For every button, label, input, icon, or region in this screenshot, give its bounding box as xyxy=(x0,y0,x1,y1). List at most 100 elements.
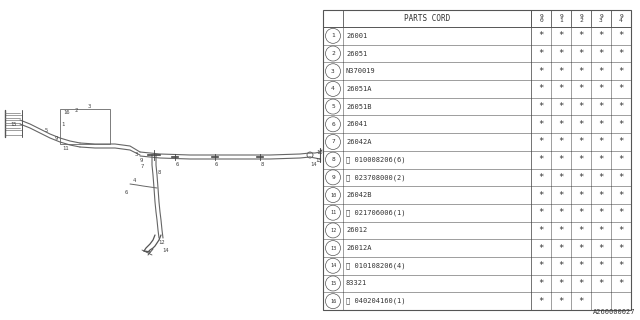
Text: *: * xyxy=(618,49,624,58)
Text: 3: 3 xyxy=(88,105,92,109)
Text: *: * xyxy=(579,155,584,164)
Text: 26051A: 26051A xyxy=(346,86,371,92)
Text: 26012: 26012 xyxy=(346,228,367,233)
Text: *: * xyxy=(558,208,564,217)
Text: *: * xyxy=(579,226,584,235)
Text: 8: 8 xyxy=(158,170,161,174)
Text: 16: 16 xyxy=(330,299,336,304)
Text: 9
3: 9 3 xyxy=(599,13,603,23)
Text: *: * xyxy=(579,49,584,58)
Text: *: * xyxy=(618,226,624,235)
Text: *: * xyxy=(598,279,604,288)
Text: *: * xyxy=(598,244,604,252)
Text: *: * xyxy=(558,138,564,147)
Text: *: * xyxy=(558,120,564,129)
Text: *: * xyxy=(618,190,624,200)
Text: *: * xyxy=(558,279,564,288)
Text: Ⓑ 010008206(6): Ⓑ 010008206(6) xyxy=(346,156,406,163)
Text: 11: 11 xyxy=(62,146,68,150)
Text: 5: 5 xyxy=(331,104,335,109)
Text: 15: 15 xyxy=(10,123,17,127)
Text: 8: 8 xyxy=(331,157,335,162)
Text: *: * xyxy=(558,244,564,252)
Text: *: * xyxy=(598,49,604,58)
Text: *: * xyxy=(538,120,544,129)
Text: Ⓑ 010108206(4): Ⓑ 010108206(4) xyxy=(346,262,406,269)
Text: *: * xyxy=(579,31,584,40)
Text: 4: 4 xyxy=(331,86,335,92)
Text: 83321: 83321 xyxy=(346,280,367,286)
Text: 26042B: 26042B xyxy=(346,192,371,198)
Text: A260000027: A260000027 xyxy=(593,309,635,315)
Text: *: * xyxy=(618,138,624,147)
Text: 10: 10 xyxy=(330,193,336,197)
Text: *: * xyxy=(598,31,604,40)
Text: 26041: 26041 xyxy=(346,121,367,127)
Text: *: * xyxy=(538,155,544,164)
Text: *: * xyxy=(558,155,564,164)
Text: 14: 14 xyxy=(162,247,168,252)
Text: *: * xyxy=(579,279,584,288)
Text: *: * xyxy=(598,173,604,182)
Text: 6: 6 xyxy=(125,189,128,195)
Text: *: * xyxy=(579,67,584,76)
Text: 26051B: 26051B xyxy=(346,104,371,109)
Text: *: * xyxy=(579,173,584,182)
Text: *: * xyxy=(558,173,564,182)
Text: *: * xyxy=(618,173,624,182)
Text: *: * xyxy=(558,297,564,306)
Text: *: * xyxy=(598,138,604,147)
Text: *: * xyxy=(558,84,564,93)
Text: 26042A: 26042A xyxy=(346,139,371,145)
Text: *: * xyxy=(538,297,544,306)
Text: *: * xyxy=(538,279,544,288)
Text: *: * xyxy=(618,31,624,40)
Text: 26051: 26051 xyxy=(346,51,367,57)
Text: *: * xyxy=(598,226,604,235)
Text: *: * xyxy=(558,190,564,200)
Text: 2: 2 xyxy=(331,51,335,56)
Text: 9: 9 xyxy=(331,175,335,180)
Text: *: * xyxy=(579,84,584,93)
Text: 7: 7 xyxy=(331,140,335,144)
Text: *: * xyxy=(538,244,544,252)
Text: 14: 14 xyxy=(310,163,317,167)
Text: 6: 6 xyxy=(176,163,179,167)
Text: *: * xyxy=(598,84,604,93)
Text: *: * xyxy=(618,261,624,270)
Text: 9
1: 9 1 xyxy=(559,13,563,23)
Text: *: * xyxy=(558,49,564,58)
Text: 4: 4 xyxy=(133,178,136,182)
Text: 1: 1 xyxy=(61,122,64,126)
Text: *: * xyxy=(579,190,584,200)
Text: 9: 9 xyxy=(55,135,58,140)
Text: *: * xyxy=(618,120,624,129)
Text: *: * xyxy=(538,226,544,235)
Text: *: * xyxy=(538,67,544,76)
Text: Ⓝ 021706006(1): Ⓝ 021706006(1) xyxy=(346,209,406,216)
Text: 6: 6 xyxy=(214,163,218,167)
Text: 6: 6 xyxy=(331,122,335,127)
Text: 12: 12 xyxy=(330,228,336,233)
Text: N370019: N370019 xyxy=(346,68,376,74)
Text: 8: 8 xyxy=(260,163,264,167)
Text: *: * xyxy=(538,208,544,217)
Text: 13: 13 xyxy=(315,157,321,163)
Text: *: * xyxy=(618,244,624,252)
Text: 9: 9 xyxy=(140,158,143,164)
Text: *: * xyxy=(579,138,584,147)
Bar xyxy=(323,10,631,310)
Text: 9
4: 9 4 xyxy=(619,13,623,23)
Text: 15: 15 xyxy=(330,281,336,286)
Text: *: * xyxy=(618,208,624,217)
Text: *: * xyxy=(558,261,564,270)
Text: 13: 13 xyxy=(330,245,336,251)
Text: *: * xyxy=(598,190,604,200)
Text: *: * xyxy=(538,84,544,93)
Text: *: * xyxy=(579,244,584,252)
Text: *: * xyxy=(579,297,584,306)
Text: *: * xyxy=(558,31,564,40)
Text: 14: 14 xyxy=(330,263,336,268)
Text: *: * xyxy=(538,102,544,111)
Text: 5: 5 xyxy=(45,127,48,132)
